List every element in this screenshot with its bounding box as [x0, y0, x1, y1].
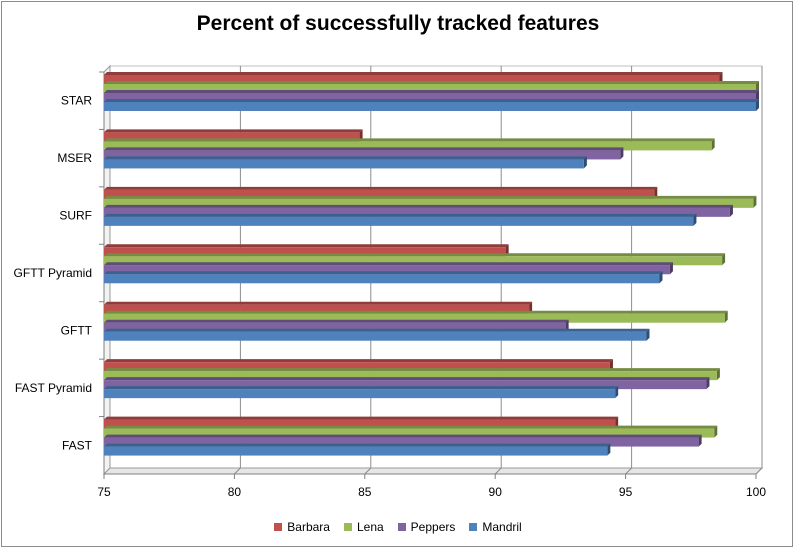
legend-swatch [397, 523, 406, 531]
gridline-floor [234, 467, 241, 475]
bar-barbara-gftt-pyramid [104, 244, 509, 257]
x-tick-label: 85 [358, 485, 372, 499]
chart-plot: 75 80 85 90 95 100 STAR MSER SURF GFTT Pyramid GFT… [14, 64, 766, 499]
x-tick-label: 100 [746, 485, 766, 499]
bar-lena-gftt-pyramid [104, 253, 726, 266]
bar-peppers-surf [104, 204, 733, 217]
bar-lena-surf [104, 195, 757, 208]
bar-peppers-fast [104, 434, 702, 447]
bar-mandril-mser [104, 156, 587, 169]
bar-lena-mser [104, 138, 715, 151]
legend-item-lena: Lena [343, 520, 384, 534]
bar-peppers-fast-pyramid [104, 377, 710, 390]
bar-peppers-gftt-pyramid [104, 262, 673, 275]
x-tick-label: 90 [489, 485, 503, 499]
legend-label: Peppers [410, 520, 456, 534]
bar-mandril-fast [104, 443, 611, 456]
y-category-label: GFTT [61, 323, 93, 337]
bar-mandril-fast-pyramid [104, 386, 619, 399]
y-category-label: GFTT Pyramid [14, 266, 92, 280]
bar-mandril-gftt-pyramid [104, 271, 663, 284]
bar-mandril-gftt [104, 328, 650, 341]
legend-swatch [469, 523, 478, 531]
chart-title: Percent of successfully tracked features [196, 12, 600, 35]
legend-label: Lena [356, 520, 384, 534]
legend-item-barbara: Barbara [274, 520, 330, 534]
bar-lena-gftt [104, 310, 728, 323]
x-tick-label: 95 [619, 485, 633, 499]
legend-label: Barbara [287, 520, 330, 534]
y-category-label: FAST Pyramid [15, 381, 92, 395]
chart-legend: Barbara Lena Peppers Mandril [0, 520, 796, 534]
bar-mandril-surf [104, 213, 697, 226]
bar-lena-fast-pyramid [104, 368, 720, 381]
y-category-label: SURF [59, 209, 92, 223]
legend-swatch [343, 523, 352, 531]
bar-peppers-mser [104, 147, 624, 160]
bar-mandril-star [104, 99, 759, 111]
legend-item-mandril: Mandril [469, 520, 522, 534]
y-category-label: STAR [61, 94, 92, 108]
gridline-floor [755, 467, 763, 475]
gridline-floor [494, 467, 502, 475]
legend-label: Mandril [482, 520, 522, 534]
plot-floor [102, 467, 764, 475]
y-category-label: FAST [62, 438, 93, 452]
gridline-floor [625, 467, 632, 475]
x-tick-label: 75 [97, 485, 111, 499]
legend-swatch [274, 523, 283, 531]
gridline-floor [364, 467, 372, 475]
legend-item-peppers: Peppers [397, 520, 456, 534]
bar-lena-fast [104, 425, 718, 438]
x-tick-label: 80 [228, 485, 242, 499]
y-category-label: MSER [57, 151, 92, 165]
